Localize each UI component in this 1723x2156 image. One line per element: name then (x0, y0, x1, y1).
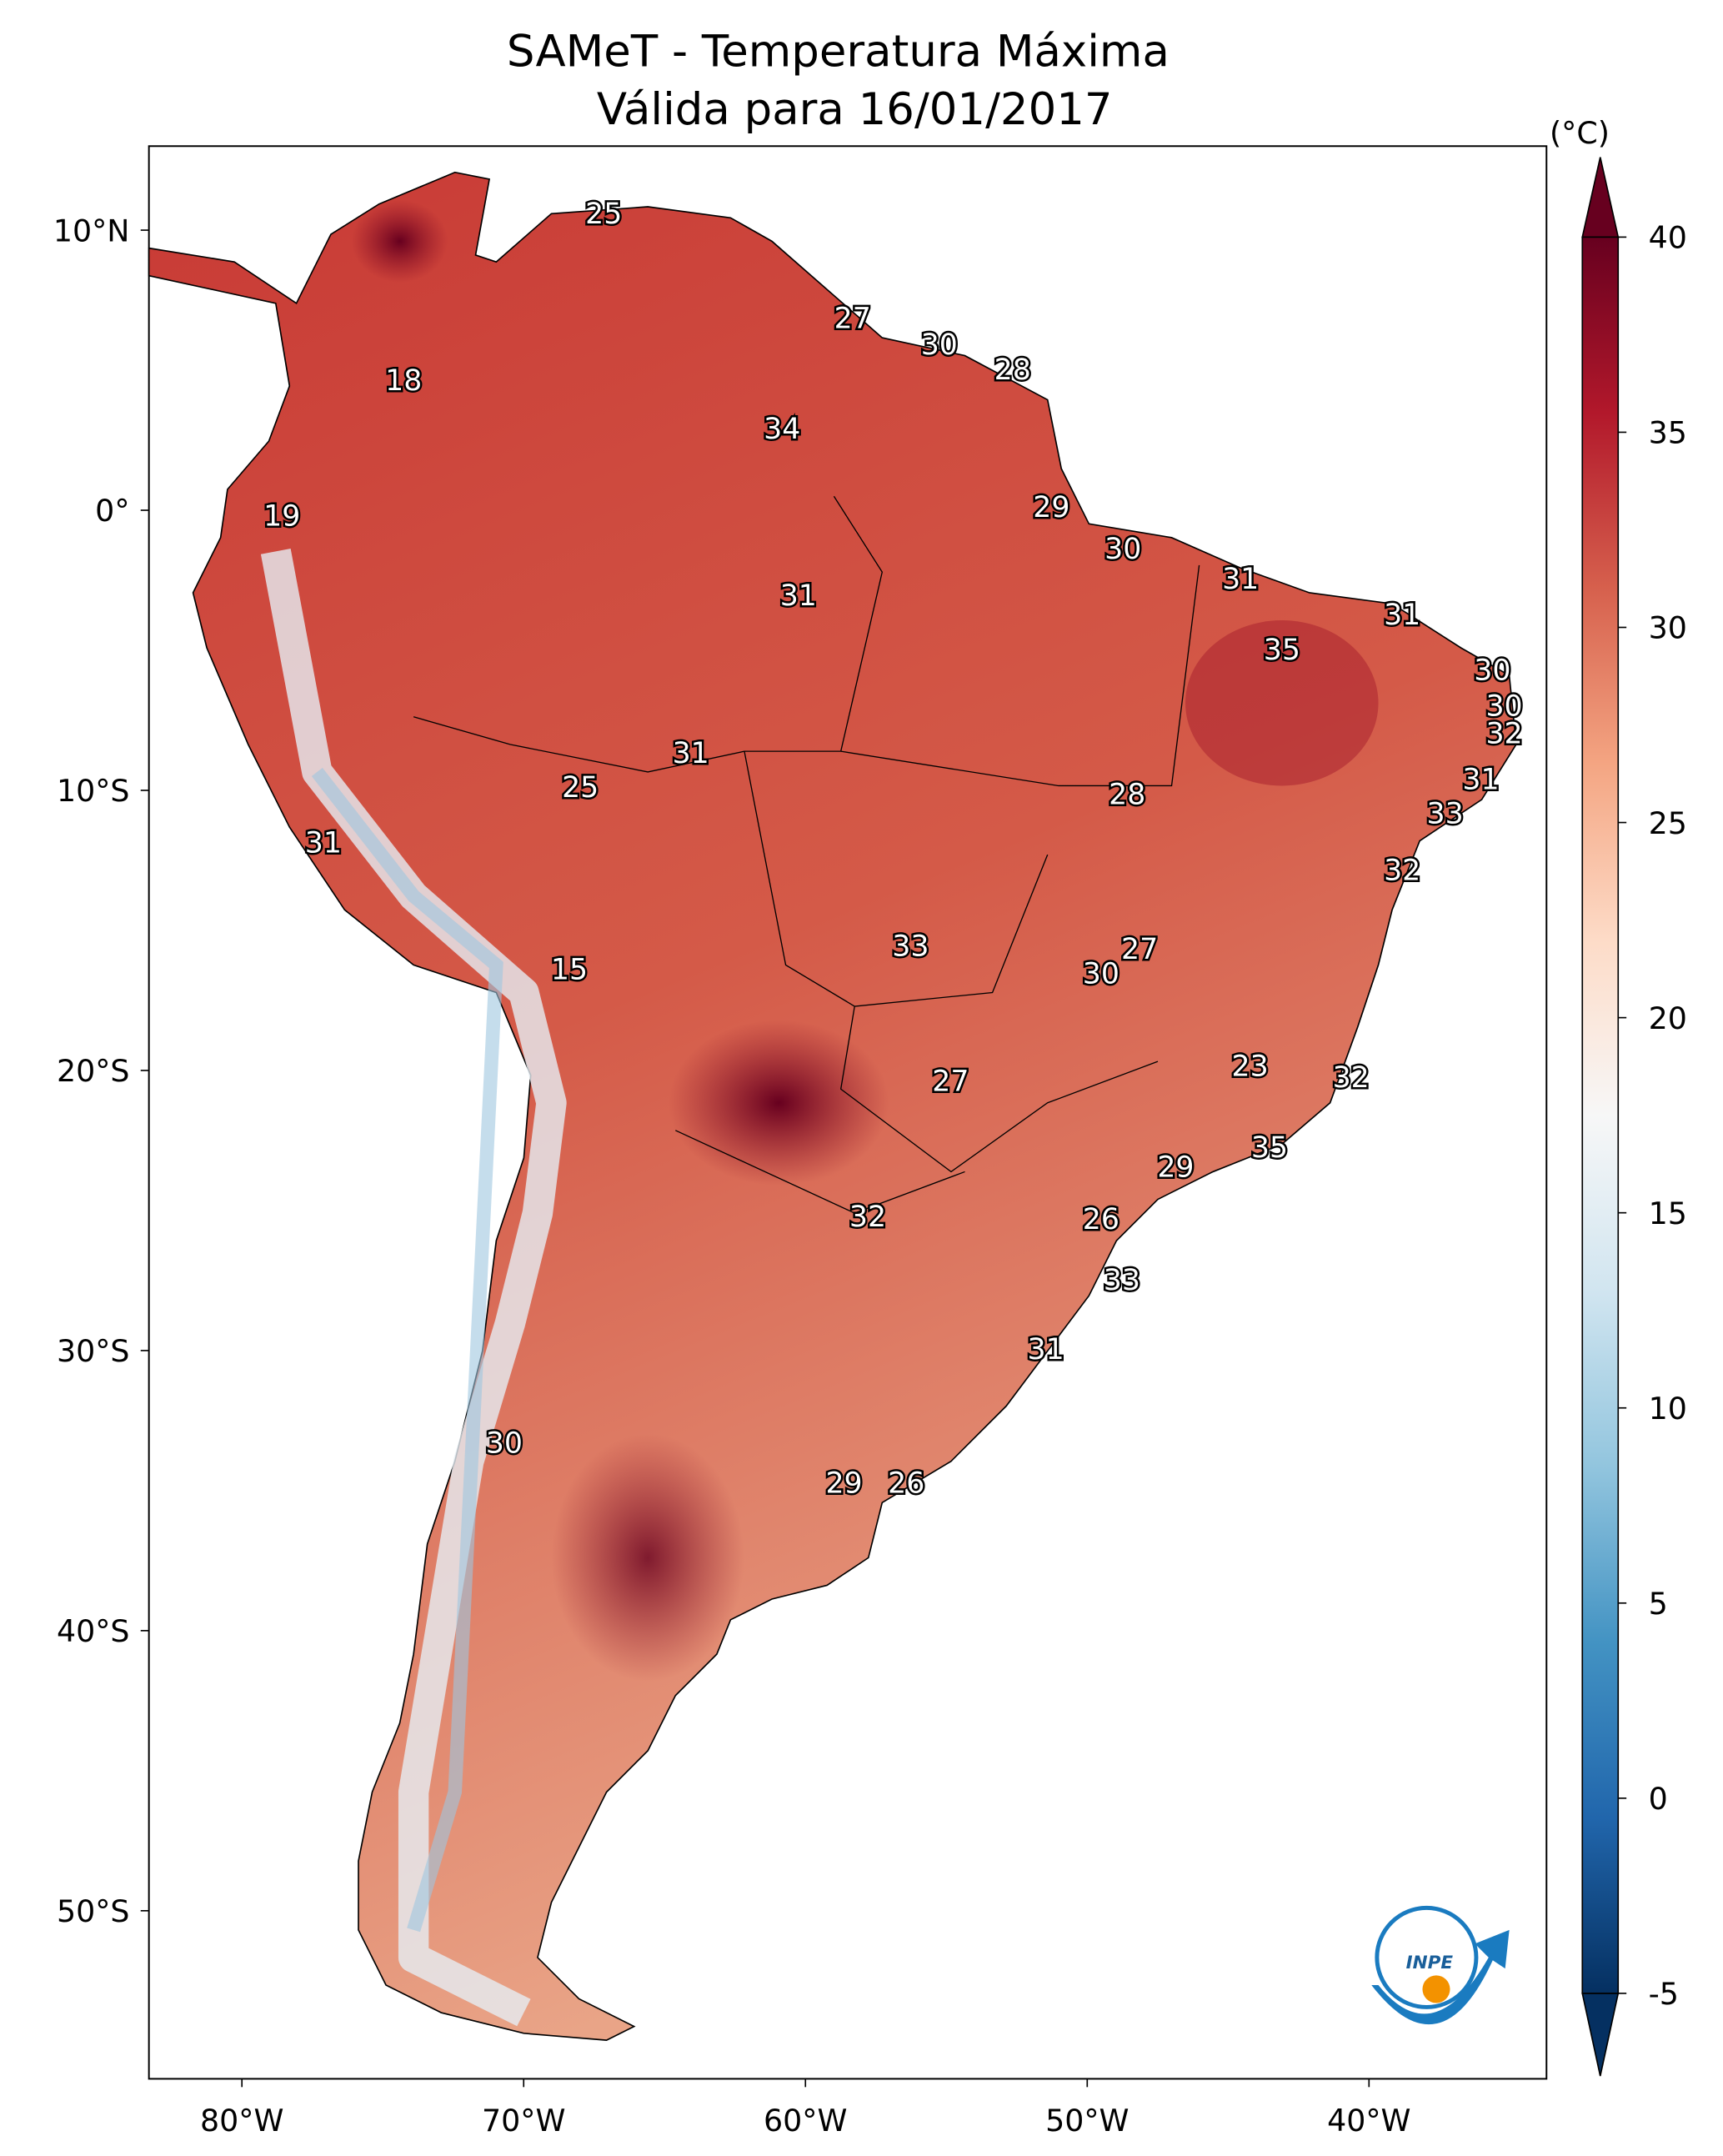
value-label: 15 (551, 954, 588, 987)
value-label: 32 (1384, 855, 1420, 888)
colorbar-tick-label: 0 (1649, 1781, 1668, 1817)
value-label: 33 (1104, 1264, 1140, 1297)
value-label: 26 (888, 1467, 924, 1500)
colorbar-label: (°C) (1550, 115, 1610, 151)
value-label: 30 (1083, 958, 1119, 991)
colorbar-tick-label: 20 (1649, 1000, 1687, 1036)
value-label: 33 (892, 930, 929, 964)
colorbar-tick-label: 25 (1649, 805, 1687, 841)
value-label: 25 (562, 771, 599, 805)
value-label: 31 (1028, 1333, 1064, 1366)
value-label: 30 (921, 328, 958, 362)
value-label: 30 (1474, 654, 1510, 688)
value-label: 23 (1232, 1050, 1269, 1083)
logo-text: INPE (1406, 1953, 1454, 1973)
value-label: 31 (780, 579, 817, 613)
value-label: 28 (994, 353, 1031, 387)
x-tick-label: 40°W (1327, 2103, 1410, 2138)
y-tick-label: 40°S (57, 1613, 130, 1649)
colorbar-tick-label: 10 (1649, 1391, 1687, 1426)
value-label: 29 (1157, 1151, 1194, 1184)
value-label: 27 (834, 302, 871, 335)
y-tick-label: 30°S (57, 1333, 130, 1369)
colorbar-tick-label: 30 (1649, 610, 1687, 646)
x-tick-label: 50°W (1045, 2103, 1129, 2138)
value-label: 29 (1033, 491, 1069, 524)
value-label: 29 (825, 1467, 862, 1500)
value-label: 27 (1121, 933, 1158, 966)
value-label: 19 (263, 499, 300, 533)
y-tick-label: 10°S (57, 773, 130, 809)
colorbar-tick-label: -5 (1649, 1976, 1679, 2012)
colorbar-tick-label: 15 (1649, 1196, 1687, 1231)
value-label: 34 (764, 413, 800, 446)
value-label: 30 (486, 1426, 523, 1460)
logo: INPE (1371, 1905, 1510, 2025)
x-tick-label: 60°W (764, 2103, 847, 2138)
colorbar-tick-label: 35 (1649, 415, 1687, 451)
value-label: 18 (385, 364, 422, 398)
chart-title: SAMeT - Temperatura Máxima (507, 26, 1170, 77)
value-label: 32 (849, 1201, 886, 1234)
x-tick-label: 80°W (200, 2103, 283, 2138)
value-label: 31 (305, 826, 342, 860)
value-label: 32 (1333, 1061, 1370, 1095)
value-label: 25 (585, 198, 622, 231)
y-tick-label: 10°N (53, 213, 130, 248)
colorbar-tick-label: 40 (1649, 220, 1687, 256)
colorbar (1581, 236, 1620, 1994)
colorbar-tick-label: 5 (1649, 1586, 1668, 1622)
value-label: 35 (1264, 634, 1300, 667)
colorbar-extend-top (1581, 157, 1620, 238)
value-label: 30 (1104, 533, 1141, 566)
y-tick-label: 50°S (57, 1893, 130, 1929)
value-label: 31 (1462, 763, 1499, 796)
y-tick-label: 0° (95, 493, 129, 529)
value-label: 31 (1384, 599, 1420, 632)
value-label: 30 (1485, 690, 1522, 724)
value-label: 27 (932, 1065, 969, 1099)
x-tick-label: 70°W (482, 2103, 565, 2138)
value-label: 35 (1251, 1131, 1288, 1165)
value-label: 32 (1485, 718, 1522, 751)
value-label: 26 (1083, 1203, 1119, 1236)
value-label: 28 (1109, 779, 1145, 812)
value-label: 31 (1222, 563, 1259, 596)
y-tick-label: 20°S (57, 1053, 130, 1089)
colorbar-extend-bottom (1581, 1993, 1620, 2077)
land (148, 171, 1517, 2041)
chart-subtitle: Válida para 16/01/2017 (597, 84, 1113, 135)
value-label: 31 (673, 737, 709, 770)
value-label: 33 (1426, 798, 1463, 831)
